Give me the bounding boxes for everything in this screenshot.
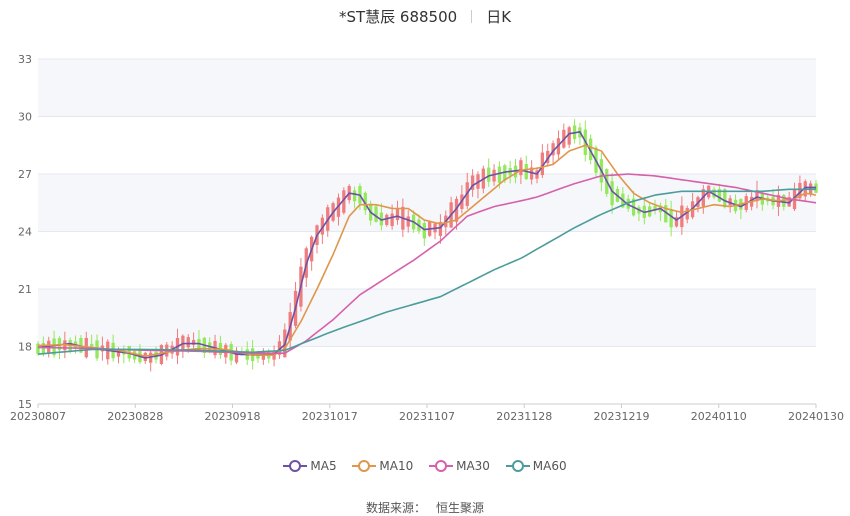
candle-body <box>685 208 689 220</box>
candle-body <box>470 175 475 190</box>
candle-body <box>352 190 357 202</box>
candle-body <box>653 205 657 211</box>
title-separator <box>471 10 473 23</box>
candle-body <box>390 213 394 227</box>
legend-item-ma30[interactable]: MA30 <box>429 459 490 473</box>
legend-marker-ma60 <box>505 460 530 472</box>
legend-item-ma60[interactable]: MA60 <box>505 459 567 473</box>
y-tick-label: 27 <box>18 168 32 181</box>
candle-body <box>406 216 410 227</box>
legend: MA5 MA10 MA30 MA60 <box>0 459 850 473</box>
candle-body <box>610 181 614 206</box>
chart-title: *ST慧辰 688500 日K <box>0 6 850 27</box>
candle-body <box>669 210 673 228</box>
candle-body <box>588 138 593 161</box>
candle-body <box>438 221 443 236</box>
legend-label-ma60: MA60 <box>532 459 567 473</box>
candle-body <box>52 338 56 356</box>
candle-body <box>320 217 325 235</box>
x-tick-label: 20231128 <box>496 410 552 423</box>
candle-body <box>540 152 545 176</box>
candle-body <box>186 337 190 348</box>
y-tick-label: 30 <box>18 111 32 124</box>
candle-body <box>674 217 679 227</box>
grid-band <box>38 59 816 117</box>
x-tick-label: 20231017 <box>302 410 358 423</box>
candle-body <box>454 198 459 222</box>
ma-line-ma60 <box>37 188 816 355</box>
candle-body <box>116 348 121 357</box>
candle-body <box>728 198 732 206</box>
candle-body <box>664 205 668 223</box>
candle-body <box>342 190 346 213</box>
legend-label-ma30: MA30 <box>456 459 490 473</box>
candle-body <box>723 189 727 208</box>
legend-item-ma5[interactable]: MA5 <box>283 459 337 473</box>
ma-line-ma30 <box>37 173 817 354</box>
candle-body <box>717 188 722 202</box>
x-tick-label: 20230828 <box>107 410 163 423</box>
candle-body <box>567 127 571 145</box>
candle-body <box>492 169 496 182</box>
candle-body <box>41 342 46 355</box>
period-label: 日K <box>486 8 512 26</box>
candle-body <box>712 189 716 198</box>
y-tick-label: 18 <box>18 341 32 354</box>
candle-body <box>191 339 196 345</box>
y-tick-label: 24 <box>18 226 32 239</box>
candle-body <box>551 143 555 156</box>
candle-body <box>363 192 367 211</box>
data-source: 数据来源： 恒生聚源 <box>0 499 850 516</box>
candle-body <box>546 150 550 164</box>
candle-body <box>808 183 813 194</box>
candle-body <box>385 214 389 225</box>
x-tick-label: 20240130 <box>788 410 844 423</box>
legend-label-ma5: MA5 <box>310 459 337 473</box>
legend-marker-ma30 <box>429 460 454 472</box>
candle-body <box>374 206 378 222</box>
y-tick-label: 21 <box>18 283 32 296</box>
legend-label-ma10: MA10 <box>379 459 414 473</box>
candle-body <box>487 167 491 182</box>
candle-body <box>798 182 802 199</box>
candle-body <box>519 160 523 176</box>
candle-body <box>513 165 518 178</box>
grid-band <box>38 289 816 347</box>
source-label: 数据来源： <box>365 501 426 515</box>
candle-body <box>277 341 282 355</box>
ma-line-ma10 <box>37 144 817 357</box>
source-provider: 恒生聚源 <box>436 501 485 515</box>
x-tick-label: 20230918 <box>205 410 261 423</box>
candle-body <box>79 337 83 353</box>
x-tick-label: 20231107 <box>399 410 455 423</box>
candle-body <box>234 350 239 363</box>
legend-marker-ma10 <box>352 460 377 472</box>
y-tick-label: 33 <box>18 53 32 66</box>
candle-body <box>395 207 400 221</box>
candle-body <box>143 352 147 362</box>
grid-band <box>38 174 816 232</box>
candle-body <box>197 339 201 351</box>
legend-item-ma10[interactable]: MA10 <box>352 459 413 473</box>
candle-body <box>336 197 341 217</box>
stock-name: *ST慧辰 688500 <box>338 8 458 26</box>
x-tick-label: 20230807 <box>10 410 66 423</box>
x-tick-label: 20231219 <box>594 410 650 423</box>
candle-body <box>422 223 426 239</box>
legend-marker-ma5 <box>283 460 308 472</box>
y-tick-label: 15 <box>18 398 32 411</box>
candle-body <box>90 343 94 350</box>
candle-body <box>755 190 759 202</box>
candle-body <box>36 343 40 354</box>
candle-body <box>497 166 502 183</box>
x-tick-label: 20240110 <box>691 410 747 423</box>
